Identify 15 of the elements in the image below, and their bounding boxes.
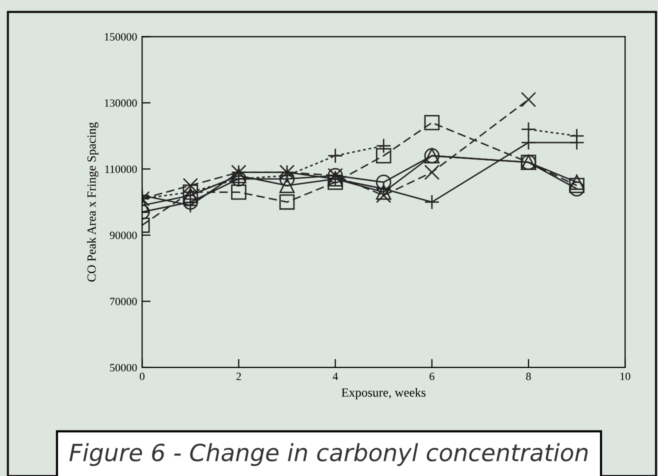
x-tick-label: 6 [430, 372, 434, 380]
x-tick-label: 0 [140, 372, 144, 380]
y-axis-title: CO Peak Area x Fringe Spacing [87, 122, 98, 282]
x-tick-label: 10 [620, 372, 630, 380]
y-tick-label: 70000 [110, 298, 137, 306]
x-tick-label: 4 [332, 372, 338, 380]
y-tick-label: 90000 [110, 232, 137, 240]
y-tick-label: 110000 [105, 165, 137, 173]
x-tick-label: 2 [236, 372, 241, 380]
y-tick-label: 130000 [104, 99, 137, 107]
x-axis-title: Exposure, weeks [342, 388, 426, 400]
caption: Figure 6 - Change in carbonyl concentration [69, 443, 588, 466]
y-tick-label: 150000 [104, 33, 137, 41]
y-tick-label: 50000 [110, 364, 137, 372]
x-tick-label: 8 [526, 372, 531, 380]
